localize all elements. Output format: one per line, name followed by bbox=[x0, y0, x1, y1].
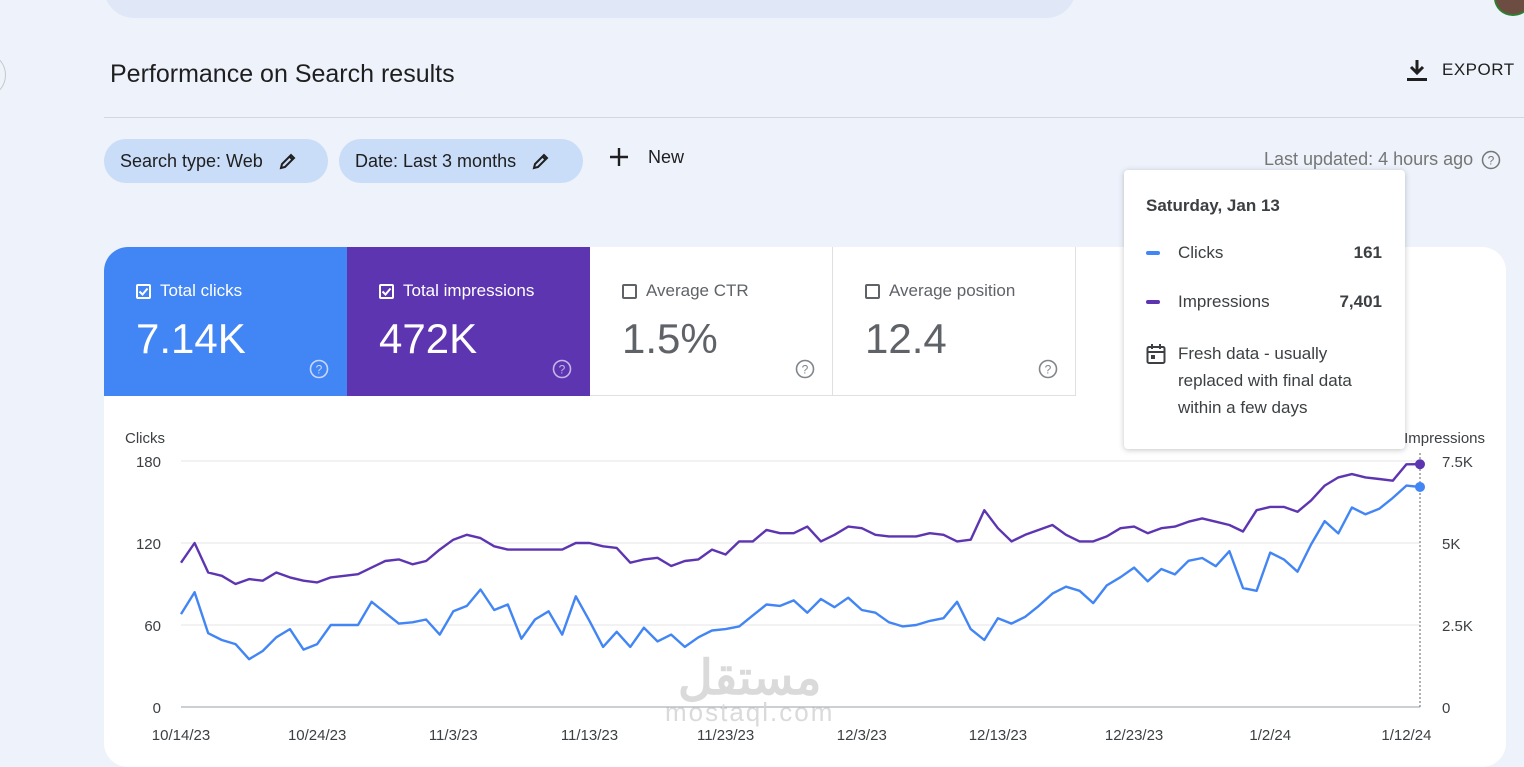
checkbox-unchecked-icon[interactable] bbox=[865, 283, 880, 299]
x-tick-label: 11/13/23 bbox=[561, 727, 618, 744]
watermark-arabic: مستقل bbox=[677, 652, 822, 705]
y-tick-label-left: 60 bbox=[144, 618, 161, 635]
metric-label: Total impressions bbox=[403, 281, 535, 300]
download-icon bbox=[1407, 60, 1427, 81]
x-tick-label: 10/14/23 bbox=[152, 727, 210, 744]
y-tick-label-right: 0 bbox=[1442, 700, 1450, 717]
search-type-filter-chip[interactable]: Search type: Web bbox=[104, 139, 328, 183]
metric-tile-average-position[interactable]: Average position 12.4 ? bbox=[833, 247, 1076, 396]
date-filter-chip[interactable]: Date: Last 3 months bbox=[339, 139, 583, 183]
edit-icon bbox=[279, 153, 296, 170]
checkbox-checked-icon[interactable] bbox=[379, 283, 394, 299]
metric-value: 7.14K bbox=[136, 315, 246, 362]
y-tick-label-left: 0 bbox=[153, 700, 161, 717]
legend-swatch bbox=[1146, 251, 1160, 255]
tooltip-clicks-value: 161 bbox=[1353, 243, 1382, 262]
metric-tile-average-ctr[interactable]: Average CTR 1.5% ? bbox=[590, 247, 833, 396]
tooltip-impressions-value: 7,401 bbox=[1339, 292, 1382, 311]
new-filter-button[interactable]: New bbox=[608, 146, 684, 168]
series-line-clicks bbox=[179, 484, 1421, 661]
tooltip-note: Fresh data - usually replaced with final… bbox=[1146, 340, 1388, 421]
metric-tile-total-impressions[interactable]: Total impressions 472K ? bbox=[347, 247, 590, 396]
svg-text:?: ? bbox=[802, 363, 809, 377]
y-tick-label-right: 5K bbox=[1442, 536, 1460, 553]
y-axis-title-left: Clicks bbox=[125, 430, 165, 447]
x-tick-label: 11/23/23 bbox=[697, 727, 754, 744]
metric-value: 472K bbox=[379, 315, 478, 362]
last-updated-text: Last updated: 4 hours ago bbox=[1264, 149, 1474, 169]
chart-tooltip: Saturday, Jan 13 Clicks 161 Impressions … bbox=[1124, 170, 1405, 449]
help-icon[interactable]: ? bbox=[1038, 359, 1058, 379]
avatar[interactable] bbox=[1494, 0, 1524, 16]
metric-label: Total clicks bbox=[160, 281, 243, 300]
help-icon[interactable]: ? bbox=[309, 359, 329, 379]
calendar-icon bbox=[1146, 344, 1166, 364]
x-tick-label: 1/12/24 bbox=[1381, 727, 1431, 744]
metric-label: Average CTR bbox=[646, 281, 749, 300]
performance-card: Total clicks 7.14K ? Total impressions 4… bbox=[104, 247, 1506, 767]
metric-value: 1.5% bbox=[622, 315, 718, 362]
series-line-impressions bbox=[180, 463, 1421, 586]
performance-chart[interactable]: 0 60 120 180 0 2.5K 5K 7.5K Clicks Impressions 10/… bbox=[104, 247, 1506, 762]
metric-label: Average position bbox=[889, 281, 1016, 300]
tooltip-note-text: Fresh data - usually replaced with final… bbox=[1178, 344, 1352, 417]
y-axis-title-right: Impressions bbox=[1404, 430, 1485, 447]
y-tick-label-right: 7.5K bbox=[1442, 454, 1473, 471]
tooltip-impressions-label: Impressions bbox=[1178, 292, 1270, 311]
x-tick-label: 12/23/23 bbox=[1105, 727, 1163, 744]
help-icon[interactable]: ? bbox=[552, 359, 572, 379]
last-updated-status: Last updated: 4 hours ago ? bbox=[1264, 149, 1501, 170]
y-tick-label-left: 180 bbox=[136, 454, 161, 471]
metric-value: 12.4 bbox=[865, 315, 947, 362]
search-bar-bottom bbox=[104, 0, 1076, 18]
svg-text:?: ? bbox=[1488, 153, 1495, 167]
checkbox-unchecked-icon[interactable] bbox=[622, 283, 637, 299]
tooltip-clicks-row: Clicks 161 bbox=[1146, 243, 1382, 263]
export-label: EXPORT bbox=[1442, 60, 1515, 79]
tooltip-impressions-row: Impressions 7,401 bbox=[1146, 292, 1382, 312]
tooltip-date: Saturday, Jan 13 bbox=[1146, 196, 1280, 215]
edit-icon bbox=[532, 153, 549, 170]
y-tick-label-right: 2.5K bbox=[1442, 618, 1473, 635]
export-button[interactable]: EXPORT bbox=[1406, 58, 1515, 82]
svg-text:?: ? bbox=[1045, 363, 1052, 377]
legend-swatch bbox=[1146, 300, 1160, 304]
date-label: Date: Last 3 months bbox=[355, 150, 517, 171]
search-type-label: Search type: Web bbox=[120, 150, 263, 171]
help-icon[interactable]: ? bbox=[795, 359, 815, 379]
metric-tile-total-clicks[interactable]: Total clicks 7.14K ? bbox=[104, 247, 347, 396]
highlight-point-impressions bbox=[1415, 459, 1425, 470]
highlight-point-clicks bbox=[1415, 481, 1425, 492]
watermark-latin: mostaql.com bbox=[665, 697, 835, 727]
watermark: مستقل mostaql.com bbox=[665, 655, 834, 728]
new-label: New bbox=[648, 146, 685, 167]
header-divider bbox=[104, 117, 1524, 118]
x-tick-label: 1/2/24 bbox=[1249, 727, 1291, 744]
y-tick-label-left: 120 bbox=[136, 536, 161, 553]
plus-icon bbox=[610, 148, 628, 166]
x-tick-label: 10/24/23 bbox=[288, 727, 346, 744]
svg-text:?: ? bbox=[316, 363, 323, 377]
nav-rail-button[interactable] bbox=[0, 56, 6, 94]
page-title: Performance on Search results bbox=[110, 60, 455, 88]
checkbox-checked-icon[interactable] bbox=[136, 283, 151, 299]
x-tick-label: 11/3/23 bbox=[429, 727, 478, 744]
tooltip-clicks-label: Clicks bbox=[1178, 243, 1224, 262]
svg-text:?: ? bbox=[559, 363, 566, 377]
help-icon[interactable]: ? bbox=[1481, 150, 1501, 170]
x-tick-label: 12/13/23 bbox=[969, 727, 1027, 744]
x-tick-label: 12/3/23 bbox=[837, 727, 887, 744]
